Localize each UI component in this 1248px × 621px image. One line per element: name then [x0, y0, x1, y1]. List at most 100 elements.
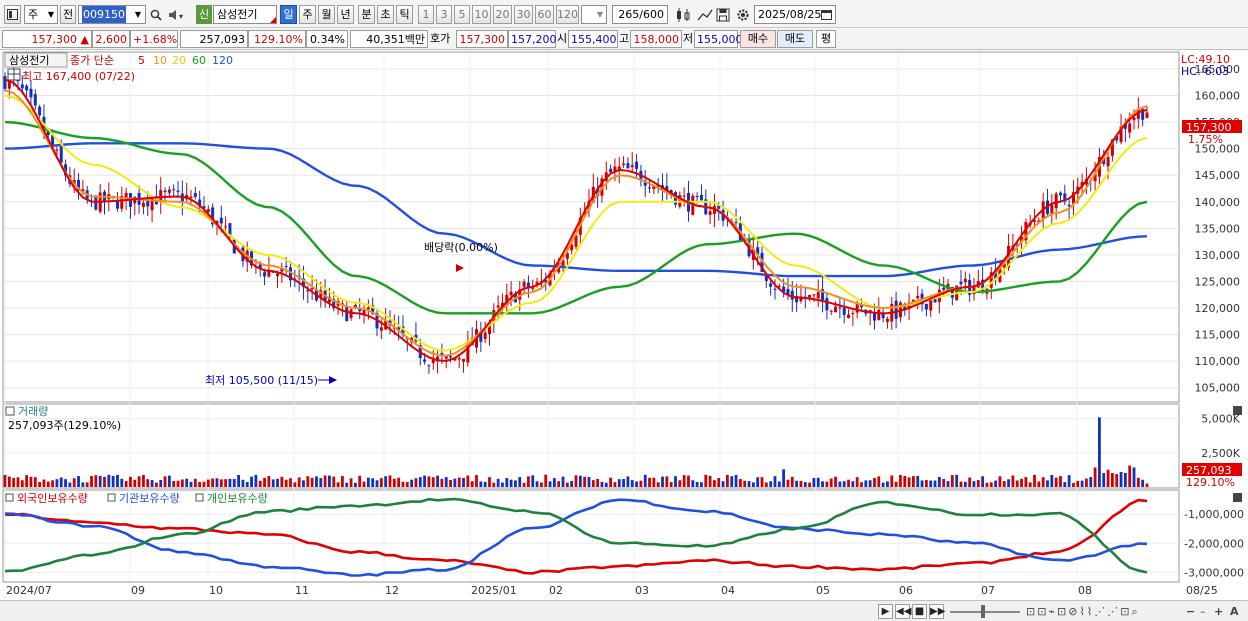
- search-icon[interactable]: [148, 5, 164, 24]
- zoom-slider-handle[interactable]: [981, 605, 985, 618]
- candle-body: [310, 287, 314, 290]
- holding-tick-label: -1,000,000: [1184, 508, 1244, 521]
- x-axis: 2024/07 09 10 11 12 2025/01 02 03 04 05 06 07 08 08/2…: [6, 584, 1218, 597]
- volume-bar: [315, 476, 318, 487]
- current-pct: 1.75%: [1188, 133, 1223, 146]
- mode-button[interactable]: 전: [60, 5, 76, 24]
- save-icon[interactable]: [714, 5, 732, 24]
- period-week-button[interactable]: 주: [299, 5, 316, 24]
- date-field[interactable]: 2025/08/25: [754, 5, 836, 24]
- volume-bar: [821, 481, 824, 487]
- panel-collapse-icon[interactable]: [5, 406, 15, 416]
- period-minute-button[interactable]: 분: [358, 5, 375, 24]
- period-month-button[interactable]: 월: [318, 5, 335, 24]
- interval-5-button[interactable]: 5: [454, 5, 470, 24]
- trendline-icon[interactable]: [696, 5, 714, 24]
- volume-panel[interactable]: [2, 403, 1180, 489]
- interval-60-button[interactable]: 60: [535, 5, 554, 24]
- chart-area[interactable]: 165,000160,000155,000150,000145,000140,0…: [0, 50, 1248, 600]
- volume-bar: [341, 476, 344, 487]
- zoom-in-icon[interactable]: +: [1214, 605, 1224, 618]
- chart-canvas[interactable]: 165,000160,000155,000150,000145,000140,0…: [0, 50, 1248, 600]
- zoom-slider[interactable]: [950, 611, 1020, 613]
- rewind-icon[interactable]: ◀◀: [895, 604, 912, 619]
- volume-bar: [937, 476, 941, 487]
- volume-bar: [111, 475, 115, 487]
- candle-body: [1128, 123, 1132, 133]
- volume-bar: [756, 477, 760, 487]
- volume-bar: [950, 475, 954, 487]
- interval-20-button[interactable]: 20: [493, 5, 512, 24]
- buy-button[interactable]: 매수: [740, 30, 776, 48]
- volume-bar: [492, 482, 496, 487]
- scroll-right-icon[interactable]: ▶: [878, 604, 893, 619]
- interval-3-button[interactable]: 3: [436, 5, 452, 24]
- candle-body: [431, 359, 435, 364]
- volume-bar: [98, 475, 102, 487]
- panel-collapse-icon[interactable]: [5, 493, 14, 502]
- candle-body: [219, 217, 223, 224]
- candle-body: [496, 305, 500, 308]
- volume-bar: [479, 481, 483, 487]
- price-panel[interactable]: [2, 51, 1180, 403]
- volume-bar: [769, 481, 773, 487]
- volume-bar: [371, 478, 375, 487]
- volume-bar: [682, 475, 686, 487]
- volume-bar: [860, 482, 863, 487]
- flat-button[interactable]: 평: [816, 30, 836, 48]
- volume-bar: [782, 469, 786, 487]
- volume-bar: [1132, 467, 1136, 487]
- interval-10-button[interactable]: 10: [472, 5, 491, 24]
- chart-layout-icon[interactable]: [4, 5, 21, 24]
- market-type-select[interactable]: 주 ▼: [24, 5, 58, 24]
- panel-collapse-icon[interactable]: [107, 493, 116, 502]
- volume-bar: [1063, 482, 1067, 487]
- period-second-button[interactable]: 초: [377, 5, 394, 24]
- volume-panel-close-icon[interactable]: [1233, 406, 1242, 415]
- gear-icon[interactable]: [734, 5, 752, 24]
- volume-bar: [258, 480, 262, 487]
- candle-body: [301, 278, 305, 287]
- interval-1-button[interactable]: 1: [418, 5, 434, 24]
- period-year-button[interactable]: 년: [337, 5, 354, 24]
- drawing-tools-icons[interactable]: ⊡⊡⌁⊡⊘⌇⌇⋰⋰⊡⌕: [1026, 605, 1140, 618]
- candle-body: [276, 273, 280, 277]
- font-size-icon[interactable]: A: [1230, 605, 1239, 618]
- candle-body: [907, 302, 911, 310]
- sound-icon[interactable]: ▾: [166, 5, 190, 24]
- stop-icon[interactable]: ■: [912, 604, 927, 619]
- candle-body: [366, 307, 370, 310]
- x-tick-label: 08: [1078, 584, 1092, 597]
- holding-panel-close-icon[interactable]: [1233, 493, 1242, 502]
- stock-code-input[interactable]: 009150 ▼: [78, 5, 146, 24]
- period-tick-button[interactable]: 틱: [396, 5, 413, 24]
- candle-body: [358, 308, 362, 312]
- stock-name-field[interactable]: 삼성전기: [213, 5, 277, 24]
- zoom-out-icon[interactable]: −: [1186, 605, 1196, 618]
- volume-bar: [72, 478, 76, 487]
- candle-body: [963, 278, 967, 283]
- volume-bar: [1089, 476, 1093, 487]
- candle-body: [535, 281, 539, 285]
- stock-label-box: [4, 52, 68, 68]
- candle-body: [734, 221, 738, 223]
- fast-forward-icon[interactable]: ▶▶: [929, 604, 946, 619]
- candle-body: [124, 192, 128, 199]
- volume-bar: [635, 481, 638, 487]
- interval-120-button[interactable]: 120: [556, 5, 579, 24]
- up-arrow-icon: ▲: [80, 33, 89, 46]
- volume-bar: [228, 478, 232, 487]
- volume-bar: [172, 480, 176, 487]
- data-count-field[interactable]: 265/600: [612, 5, 668, 24]
- holding-line: [4, 497, 1148, 574]
- period-day-button[interactable]: 일: [280, 5, 297, 24]
- volume-bar: [674, 476, 677, 487]
- panel-collapse-icon[interactable]: [195, 493, 204, 502]
- chart-type-icon[interactable]: [674, 5, 694, 24]
- sell-button[interactable]: 매도: [777, 30, 813, 48]
- interval-30-button[interactable]: 30: [514, 5, 533, 24]
- ask-label: 호가: [430, 32, 451, 45]
- volume-bar: [1041, 477, 1045, 487]
- interval-custom-select[interactable]: ▼: [581, 5, 607, 24]
- calendar-icon[interactable]: [821, 9, 832, 20]
